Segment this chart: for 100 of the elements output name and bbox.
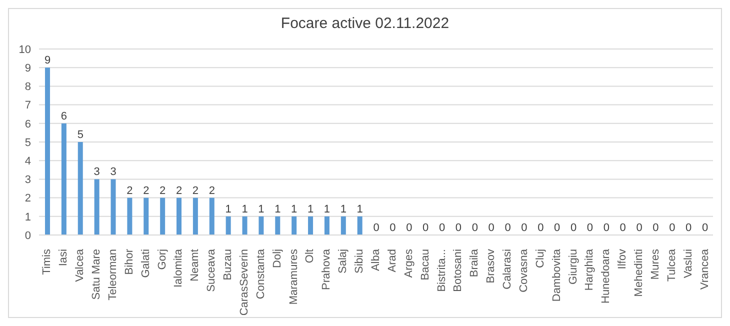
data-label: 1 <box>274 203 281 216</box>
x-tick-label: Harghita <box>584 248 596 291</box>
x-tick-label: Vrancea <box>698 248 711 290</box>
data-label: 0 <box>586 222 594 234</box>
data-label: 2 <box>192 184 199 197</box>
x-tick-label: Buzau <box>222 249 234 280</box>
bar <box>45 68 50 235</box>
bar <box>258 216 264 235</box>
x-tick-label: Timis <box>41 248 54 275</box>
bar <box>324 216 330 235</box>
x-tick-label: Arad <box>386 249 398 272</box>
data-label: 2 <box>176 184 182 197</box>
y-tick-label: 1 <box>24 211 31 224</box>
bar <box>209 198 214 235</box>
x-tick-label: Dambovita <box>550 248 563 302</box>
data-label: 0 <box>521 222 528 234</box>
data-label: 0 <box>504 222 511 234</box>
bar <box>275 216 280 235</box>
x-tick-label: Teleorman <box>106 249 119 300</box>
x-tick-label: Olt <box>304 249 316 264</box>
y-tick-label: 3 <box>24 174 31 186</box>
bar <box>340 216 346 235</box>
bar <box>192 198 198 235</box>
data-label: 0 <box>390 222 396 234</box>
x-tick-label: Mehedinti <box>633 249 646 297</box>
bar <box>94 179 100 235</box>
data-label: 0 <box>538 222 544 234</box>
x-tick-label: Prahova <box>320 248 333 290</box>
x-tick-label: Valcea <box>74 248 86 282</box>
data-label: 2 <box>126 184 133 197</box>
data-label: 1 <box>291 203 298 216</box>
x-tick-label: Constanta <box>254 248 267 300</box>
x-tick-label: Maramures <box>288 248 300 305</box>
bar <box>292 216 297 235</box>
x-tick-label: Hunedoara <box>600 248 612 304</box>
bar <box>357 216 362 235</box>
data-label: 6 <box>60 110 67 122</box>
x-tick-label: Satu Mare <box>90 249 103 300</box>
data-label: 0 <box>636 222 642 234</box>
y-tick-label: 2 <box>24 192 31 205</box>
x-tick-label: Ilfov <box>616 248 629 270</box>
data-label: 0 <box>554 222 560 234</box>
y-tick-label: 7 <box>24 100 31 112</box>
x-tick-label: Suceava <box>206 248 218 292</box>
bar <box>242 216 248 235</box>
data-label: 0 <box>373 222 380 234</box>
y-tick-label: 9 <box>24 62 31 75</box>
x-tick-label: Dolj <box>271 249 284 268</box>
chart-title: Focare active 02.11.2022 <box>280 15 450 32</box>
x-tick-label: Tulcea <box>666 248 678 282</box>
data-label: 9 <box>44 54 51 67</box>
data-label: 0 <box>620 222 626 234</box>
y-tick-label: 6 <box>24 118 31 130</box>
x-tick-label: Vaslui <box>682 249 694 278</box>
bar <box>61 123 66 235</box>
bar <box>78 142 83 235</box>
y-tick-label: 8 <box>24 81 31 94</box>
data-label: 0 <box>652 222 659 234</box>
bar <box>127 198 132 235</box>
data-label: 2 <box>208 184 215 197</box>
y-tick-label: 4 <box>24 156 31 168</box>
data-label: 0 <box>422 222 429 234</box>
data-label: 1 <box>356 203 363 216</box>
data-label: 3 <box>110 166 116 178</box>
x-tick-label: Bihor <box>123 248 136 275</box>
x-tick-label: Calarasi <box>502 249 514 290</box>
bar <box>144 198 149 235</box>
data-label: 1 <box>225 203 232 216</box>
data-label: 2 <box>143 184 150 197</box>
data-label: 0 <box>438 222 446 234</box>
data-label: 1 <box>258 203 264 216</box>
data-label: 0 <box>669 222 676 234</box>
x-tick-label: Brasov <box>485 248 498 284</box>
data-label: 0 <box>570 222 577 234</box>
y-tick-label: 10 <box>18 44 31 56</box>
x-tick-label: Ialomita <box>172 248 185 288</box>
x-tick-label: Salaj <box>337 249 350 274</box>
x-tick-label: Neamt <box>189 249 202 282</box>
data-label: 0 <box>488 222 494 234</box>
x-tick-label: Galati <box>140 249 152 278</box>
bar <box>110 179 116 235</box>
data-label: 1 <box>307 203 314 216</box>
data-label: 2 <box>160 184 166 197</box>
bar <box>160 198 166 235</box>
bar <box>226 216 231 235</box>
x-tick-label: Cluj <box>534 249 546 268</box>
bar <box>308 216 314 235</box>
y-tick-label: 5 <box>24 136 31 149</box>
x-tick-label: Botosani <box>452 249 464 292</box>
data-label: 0 <box>406 222 412 234</box>
x-tick-label: Bistrita... <box>436 249 448 292</box>
x-tick-label: Covasna <box>518 248 530 292</box>
x-tick-label: CarasSeverin <box>238 249 250 316</box>
data-label: 1 <box>242 203 248 216</box>
data-label: 0 <box>686 222 692 234</box>
x-tick-label: Alba <box>370 248 382 272</box>
x-tick-label: Bacau <box>419 249 432 280</box>
x-tick-label: Giurgiu <box>567 249 580 284</box>
x-tick-label: Iasi <box>58 249 70 266</box>
data-label: 1 <box>340 203 346 216</box>
